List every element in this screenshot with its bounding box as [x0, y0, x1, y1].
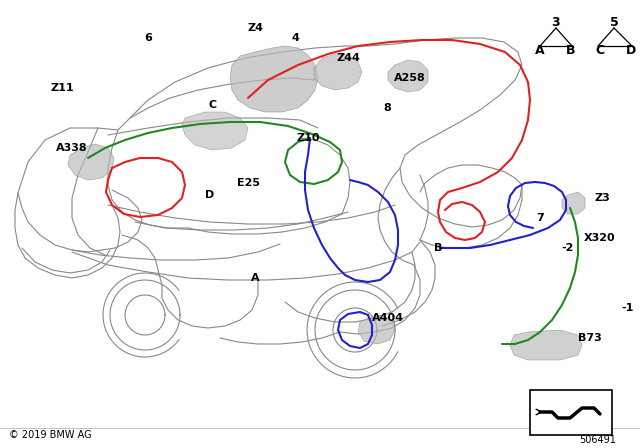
Text: 7: 7 — [536, 213, 544, 223]
Polygon shape — [510, 330, 582, 360]
Text: A338: A338 — [56, 143, 88, 153]
Text: 8: 8 — [383, 103, 391, 113]
Text: E25: E25 — [237, 178, 259, 188]
Text: Z44: Z44 — [336, 53, 360, 63]
Text: -1: -1 — [622, 303, 634, 313]
Text: 6: 6 — [144, 33, 152, 43]
Text: D: D — [626, 43, 636, 56]
Polygon shape — [314, 54, 362, 90]
Text: A404: A404 — [372, 313, 404, 323]
Polygon shape — [562, 192, 585, 214]
Text: A: A — [251, 273, 259, 283]
Text: A258: A258 — [394, 73, 426, 83]
Text: B: B — [566, 43, 576, 56]
Text: Z4: Z4 — [247, 23, 263, 33]
Text: D: D — [205, 190, 214, 200]
Text: 506491: 506491 — [580, 435, 616, 445]
Text: Z10: Z10 — [296, 133, 320, 143]
Text: A: A — [535, 43, 545, 56]
Polygon shape — [182, 112, 248, 150]
Polygon shape — [68, 144, 114, 180]
Text: 3: 3 — [552, 16, 560, 29]
Text: © 2019 BMW AG: © 2019 BMW AG — [9, 430, 92, 440]
Text: C: C — [595, 43, 605, 56]
Text: B: B — [434, 243, 442, 253]
Bar — [530, 390, 612, 435]
Text: Z3: Z3 — [594, 193, 610, 203]
Text: 4: 4 — [291, 33, 299, 43]
Polygon shape — [388, 60, 428, 92]
Text: -2: -2 — [562, 243, 574, 253]
Polygon shape — [358, 315, 395, 344]
Text: X320: X320 — [584, 233, 616, 243]
Text: B73: B73 — [578, 333, 602, 343]
Polygon shape — [230, 46, 318, 112]
Text: 5: 5 — [610, 16, 618, 29]
Text: Z11: Z11 — [50, 83, 74, 93]
Text: C: C — [209, 100, 217, 110]
